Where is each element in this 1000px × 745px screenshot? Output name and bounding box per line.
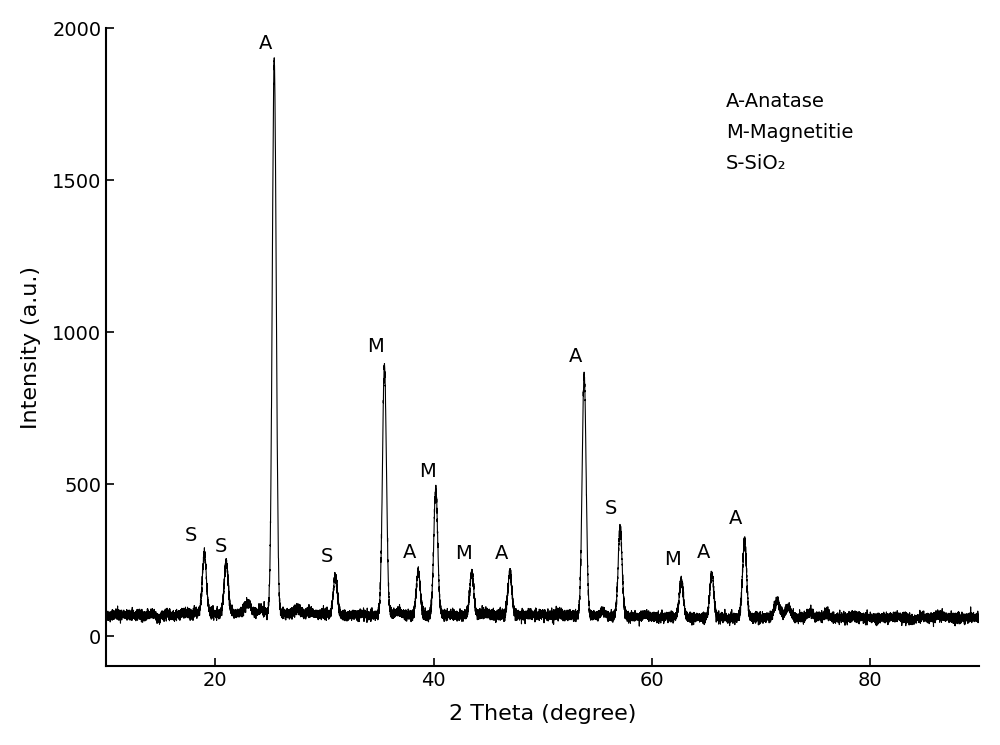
Text: A: A (729, 509, 743, 528)
Text: S: S (320, 547, 333, 566)
Text: A: A (403, 542, 416, 562)
Text: A: A (569, 346, 582, 366)
Text: S: S (605, 498, 618, 518)
Text: M: M (664, 551, 681, 569)
Text: M: M (419, 462, 435, 481)
Text: A: A (495, 544, 508, 563)
Text: A-Anatase
M-Magnetitie
S-SiO₂: A-Anatase M-Magnetitie S-SiO₂ (726, 92, 853, 173)
Text: M: M (367, 337, 384, 357)
Text: M: M (455, 544, 471, 563)
Text: S: S (185, 526, 197, 545)
X-axis label: 2 Theta (degree): 2 Theta (degree) (449, 704, 636, 724)
Text: A: A (696, 542, 710, 562)
Text: S: S (215, 536, 227, 556)
Y-axis label: Intensity (a.u.): Intensity (a.u.) (21, 266, 41, 429)
Text: A: A (259, 34, 272, 53)
